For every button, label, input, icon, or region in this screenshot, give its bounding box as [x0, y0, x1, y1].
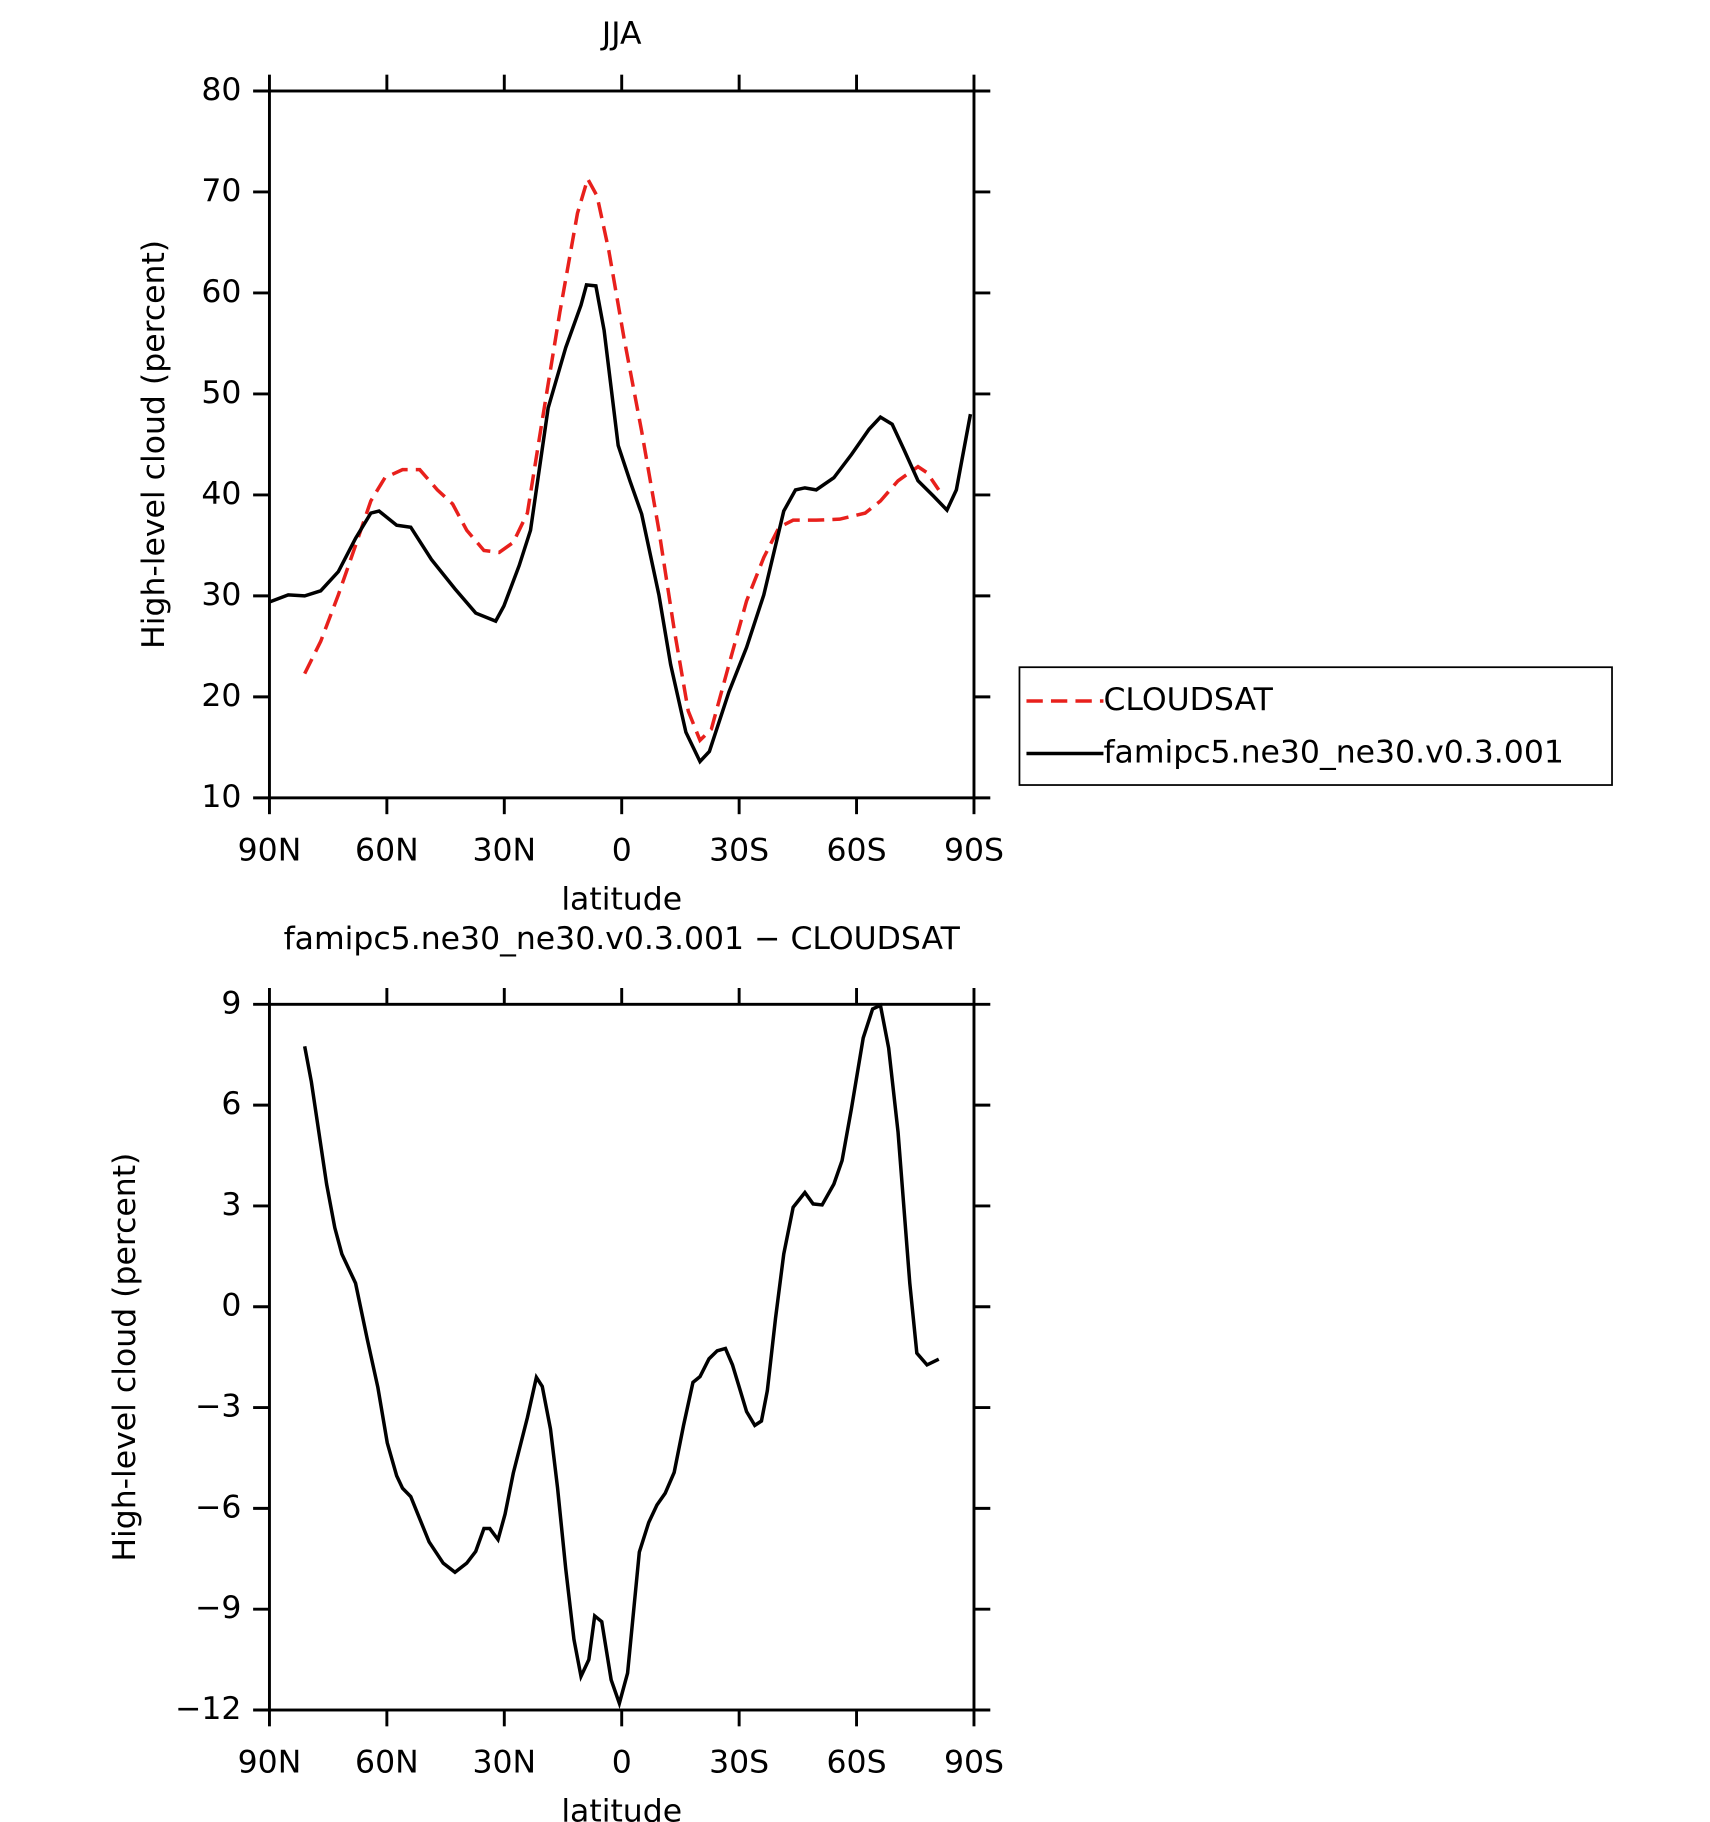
x-tick-label: 60N: [355, 833, 419, 869]
x-tick-label: 90S: [944, 1745, 1004, 1781]
x-tick-label: 30N: [472, 1745, 536, 1781]
x-tick-label: 0: [612, 1745, 632, 1781]
data-line: [268, 282, 973, 765]
y-tick-label: 50: [201, 375, 241, 411]
y-tick-label: 3: [221, 1187, 241, 1223]
x-axis-label: latitude: [561, 882, 682, 918]
plot-frame: [267, 1002, 976, 1712]
legend-label: CLOUDSAT: [1103, 682, 1273, 718]
x-tick-label: 60S: [827, 1745, 887, 1781]
y-tick-label: 40: [201, 476, 241, 512]
x-tick-label: 90S: [944, 833, 1004, 869]
x-tick-label: 30S: [709, 1745, 769, 1781]
legend-label: famipc5.ne30_ne30.v0.3.001: [1103, 735, 1563, 771]
x-tick-label: 60S: [827, 833, 887, 869]
y-tick-label: 10: [201, 779, 241, 815]
y-tick-label: −3: [195, 1389, 241, 1425]
x-tick-label: 60N: [355, 1745, 419, 1781]
y-tick-label: 0: [221, 1288, 241, 1324]
x-tick-label: 30N: [472, 833, 536, 869]
y-axis-label: High-level cloud (percent): [107, 1153, 143, 1562]
y-tick-label: −9: [195, 1590, 241, 1626]
y-tick-label: −12: [175, 1691, 241, 1727]
data-line: [303, 174, 941, 744]
y-tick-label: 60: [201, 274, 241, 310]
data-line: [302, 1002, 940, 1710]
legend-box: [1018, 666, 1613, 786]
y-tick-label: −6: [195, 1489, 241, 1525]
x-tick-label: 0: [612, 833, 632, 869]
y-tick-label: 80: [201, 72, 241, 108]
chart-title: famipc5.ne30_ne30.v0.3.001 − CLOUDSAT: [284, 921, 961, 957]
chart-title: JJA: [600, 16, 642, 52]
x-tick-label: 90N: [238, 1745, 302, 1781]
y-tick-label: 70: [201, 173, 241, 209]
x-tick-label: 30S: [709, 833, 769, 869]
y-tick-label: 20: [201, 678, 241, 714]
y-tick-label: 9: [221, 985, 241, 1021]
x-tick-label: 90N: [238, 833, 302, 869]
plot-frame: [267, 89, 976, 800]
x-axis-label: latitude: [561, 1794, 682, 1822]
y-tick-label: 30: [201, 577, 241, 613]
y-axis-label: High-level cloud (percent): [136, 240, 172, 649]
y-tick-label: 6: [221, 1086, 241, 1122]
